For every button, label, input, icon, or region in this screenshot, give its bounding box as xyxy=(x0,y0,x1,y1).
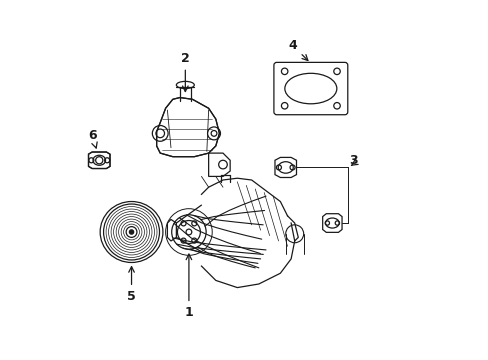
Circle shape xyxy=(129,230,133,234)
Text: 5: 5 xyxy=(127,267,136,303)
Text: 4: 4 xyxy=(288,39,307,60)
Polygon shape xyxy=(88,152,110,168)
Text: 2: 2 xyxy=(181,51,189,91)
Text: 3: 3 xyxy=(349,154,357,167)
Text: 6: 6 xyxy=(88,129,97,148)
Polygon shape xyxy=(156,98,219,157)
Text: 1: 1 xyxy=(184,254,193,319)
FancyBboxPatch shape xyxy=(273,62,347,115)
